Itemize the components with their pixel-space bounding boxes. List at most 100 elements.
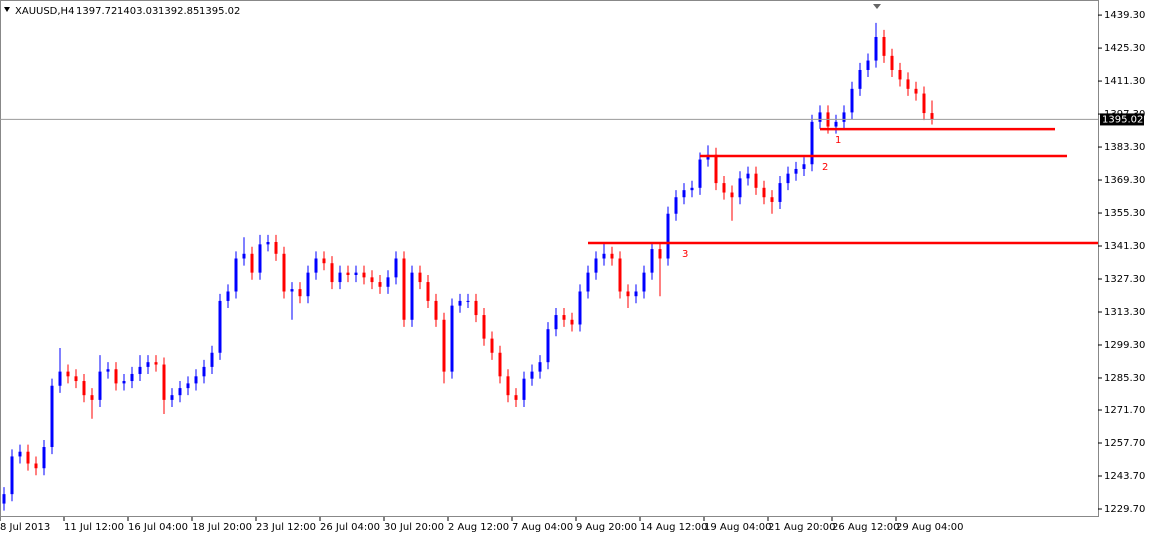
y-tick-label: 1383.30 [1104,142,1145,153]
candle-body [434,300,438,320]
candle-body [394,258,398,278]
candle-body [426,282,430,301]
level-label: 1 [835,135,841,146]
candle-body [346,272,350,275]
candle-body [154,362,158,365]
candle-body [866,60,870,70]
candle-body [730,192,734,198]
candle-body [658,249,662,259]
candle-body [82,381,86,396]
level-label: 3 [682,249,688,260]
candle-body [466,300,470,302]
candle-body [898,69,902,80]
candle-body [18,451,22,457]
candle-body [634,291,638,297]
candle-body [834,121,838,127]
y-tick-label: 1229.70 [1104,504,1145,515]
candle-body [370,277,374,283]
candle-body [602,253,606,259]
candle-body [98,371,102,400]
candle-body [874,36,878,61]
ohlc-close: 1395.02 [199,6,240,17]
candle-body [850,88,854,113]
candle-body [442,319,446,372]
candle-body [722,183,726,193]
candle-body [922,93,926,114]
y-tick-label: 1243.70 [1104,471,1145,482]
x-tick-label: 18 Jul 20:00 [192,522,252,533]
candle-body [242,253,246,259]
price-tag-label: 1395.02 [1102,114,1143,125]
y-tick-label: 1285.30 [1104,373,1145,384]
level-label: 2 [822,162,828,173]
x-tick-label: 30 Jul 20:00 [384,522,444,533]
candle-body [58,371,62,386]
ohlc-high: 1403.03 [117,6,158,17]
candle-body [682,190,686,198]
candle-body [746,173,750,179]
candle-body [90,395,94,400]
candle-body [114,369,118,384]
candle-body [74,376,78,382]
x-tick-label: 16 Jul 04:00 [128,522,188,533]
candle-body [778,183,782,202]
candle-body [266,242,270,245]
candle-body [354,272,358,275]
y-tick-label: 1299.30 [1104,340,1145,351]
candle-body [314,258,318,273]
candle-body [562,315,566,320]
candle-body [530,371,534,379]
candle-body [194,376,198,384]
y-tick-label: 1411.30 [1104,76,1145,87]
candle-body [138,366,142,374]
y-tick-label: 1355.30 [1104,208,1145,219]
y-tick-label: 1341.30 [1104,241,1145,252]
x-tick-label: 26 Jul 04:00 [320,522,380,533]
candle-body [802,164,806,169]
candle-body [930,113,934,120]
candle-body [130,373,134,382]
candle-body [458,300,462,306]
candle-body [410,272,414,320]
candle-body [322,258,326,264]
candle-body [674,197,678,214]
candle-body [450,305,454,372]
symbol: XAUUSD,H4 [15,6,74,17]
candle-body [842,112,846,122]
candle-body [202,366,206,377]
x-tick-label: 26 Aug 12:00 [832,522,899,533]
candle-body [282,253,286,292]
menu-arrow[interactable] [4,7,10,12]
candle-body [890,55,894,70]
candle-body [210,352,214,367]
candle-body [498,352,502,377]
candle-body [42,447,46,469]
candle-body [666,213,670,259]
candle-body [306,272,310,297]
candle-body [762,187,766,198]
candle-body [914,88,918,94]
y-tick-label: 1257.70 [1104,438,1145,449]
candle-body [698,159,702,188]
x-tick-label: 21 Aug 20:00 [768,522,835,533]
x-tick-label: 29 Aug 04:00 [896,522,963,533]
candle-body [66,371,70,377]
candle-body [178,388,182,396]
candle-body [170,395,174,400]
candle-body [402,258,406,320]
candle-body [418,272,422,283]
candle-body [906,79,910,89]
candle-body [594,258,598,273]
candle-body [770,197,774,202]
candle-body [146,362,150,367]
candle-body [522,378,526,400]
candle-body [690,187,694,191]
ohlc-low: 1392.85 [158,6,199,17]
candle-body [626,291,630,297]
candle-body [586,272,590,292]
candle-body [570,319,574,325]
candle-body [810,121,814,165]
y-tick-label: 1313.30 [1104,307,1145,318]
candle-body [578,291,582,325]
candle-body [506,376,510,396]
